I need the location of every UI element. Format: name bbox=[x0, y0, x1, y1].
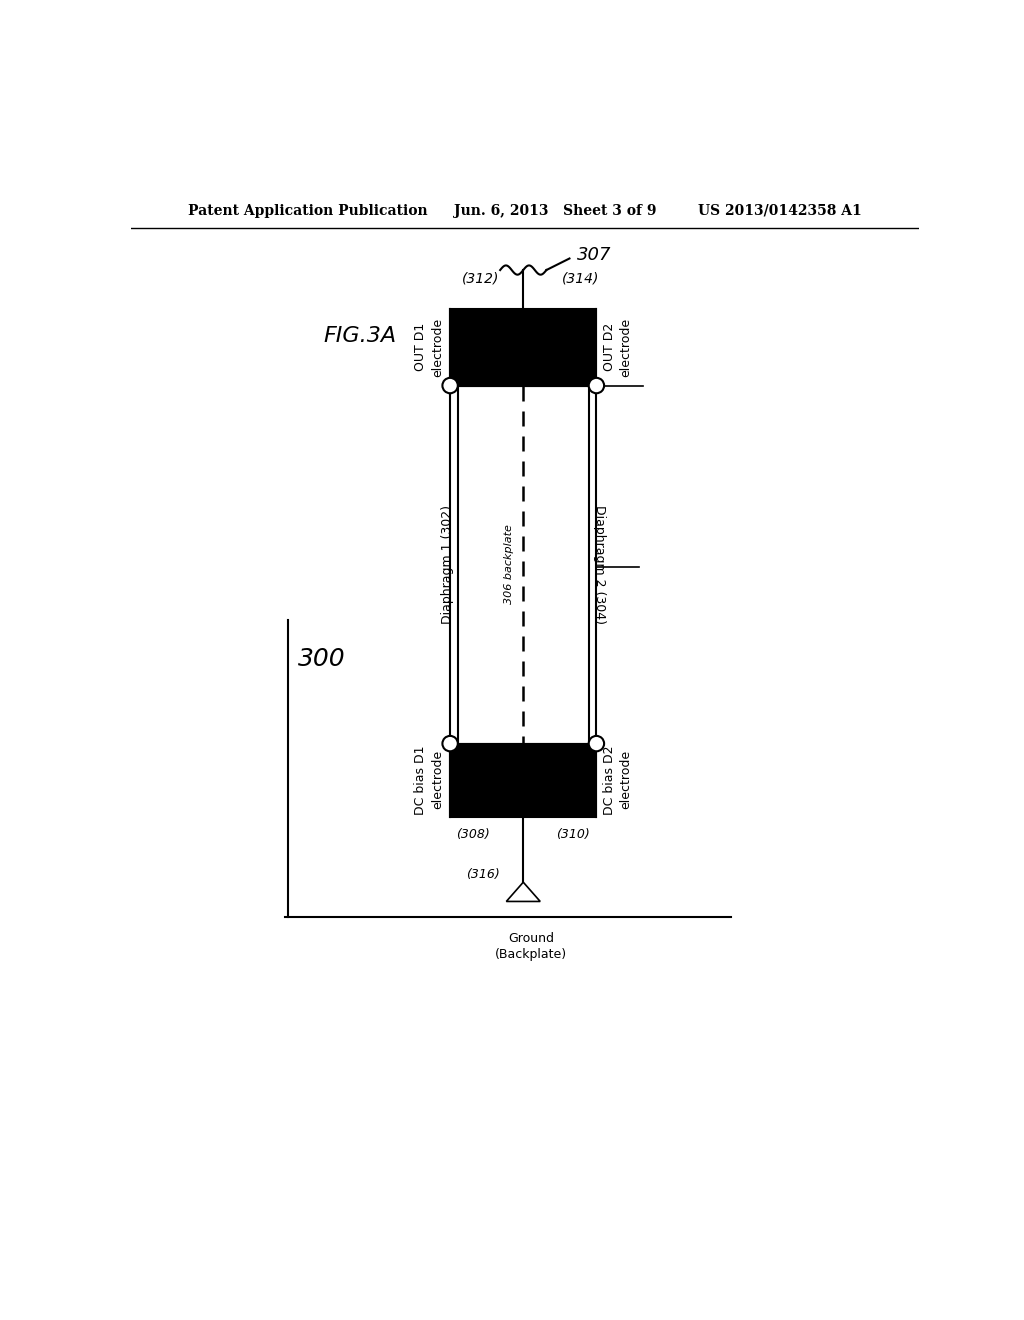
Text: 300: 300 bbox=[298, 647, 346, 671]
Text: Ground
(Backplate): Ground (Backplate) bbox=[495, 932, 567, 961]
Bar bbox=[451, 309, 596, 385]
Text: (312): (312) bbox=[462, 272, 500, 285]
Text: OUT D2
electrode: OUT D2 electrode bbox=[602, 318, 633, 376]
Text: Jun. 6, 2013   Sheet 3 of 9: Jun. 6, 2013 Sheet 3 of 9 bbox=[454, 203, 656, 218]
Text: 306 backplate: 306 backplate bbox=[505, 524, 514, 605]
Circle shape bbox=[442, 737, 458, 751]
Text: (314): (314) bbox=[562, 272, 600, 285]
Bar bbox=[451, 743, 596, 817]
Text: OUT D1
electrode: OUT D1 electrode bbox=[414, 318, 444, 376]
Text: (310): (310) bbox=[556, 829, 590, 841]
Text: US 2013/0142358 A1: US 2013/0142358 A1 bbox=[698, 203, 862, 218]
Text: FIG.3A: FIG.3A bbox=[323, 326, 396, 346]
Text: DC bias D1
electrode: DC bias D1 electrode bbox=[414, 744, 444, 814]
Text: (308): (308) bbox=[457, 829, 490, 841]
Polygon shape bbox=[506, 882, 541, 902]
Bar bbox=[458, 385, 589, 743]
Text: (316): (316) bbox=[466, 869, 500, 880]
Text: Diaphragm 1 (302): Diaphragm 1 (302) bbox=[441, 504, 454, 623]
Text: Diaphragm 2 (304): Diaphragm 2 (304) bbox=[593, 504, 605, 623]
Text: 307: 307 bbox=[578, 246, 611, 264]
Circle shape bbox=[589, 737, 604, 751]
Text: DC bias D2
electrode: DC bias D2 electrode bbox=[602, 744, 633, 814]
Text: Patent Application Publication: Patent Application Publication bbox=[188, 203, 428, 218]
Circle shape bbox=[442, 378, 458, 393]
Circle shape bbox=[589, 378, 604, 393]
